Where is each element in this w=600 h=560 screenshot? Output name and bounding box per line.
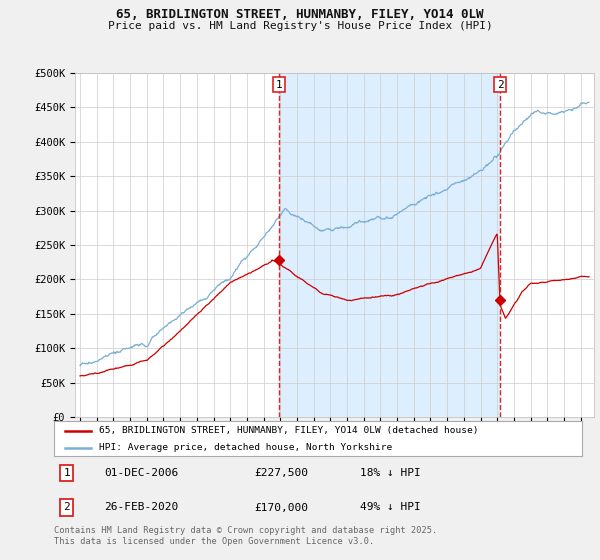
Text: Contains HM Land Registry data © Crown copyright and database right 2025.
This d: Contains HM Land Registry data © Crown c…: [54, 526, 437, 546]
Text: 01-DEC-2006: 01-DEC-2006: [104, 468, 178, 478]
Text: 2: 2: [497, 80, 503, 90]
Text: 1: 1: [64, 468, 70, 478]
Text: 65, BRIDLINGTON STREET, HUNMANBY, FILEY, YO14 0LW (detached house): 65, BRIDLINGTON STREET, HUNMANBY, FILEY,…: [99, 426, 478, 435]
Text: 26-FEB-2020: 26-FEB-2020: [104, 502, 178, 512]
Text: 49% ↓ HPI: 49% ↓ HPI: [360, 502, 421, 512]
Text: 2: 2: [64, 502, 70, 512]
Text: HPI: Average price, detached house, North Yorkshire: HPI: Average price, detached house, Nort…: [99, 443, 392, 452]
Bar: [279, 73, 500, 417]
Text: 18% ↓ HPI: 18% ↓ HPI: [360, 468, 421, 478]
Text: £170,000: £170,000: [254, 502, 308, 512]
Text: £227,500: £227,500: [254, 468, 308, 478]
Text: 1: 1: [275, 80, 283, 90]
Text: Price paid vs. HM Land Registry's House Price Index (HPI): Price paid vs. HM Land Registry's House …: [107, 21, 493, 31]
Text: 65, BRIDLINGTON STREET, HUNMANBY, FILEY, YO14 0LW: 65, BRIDLINGTON STREET, HUNMANBY, FILEY,…: [116, 8, 484, 21]
